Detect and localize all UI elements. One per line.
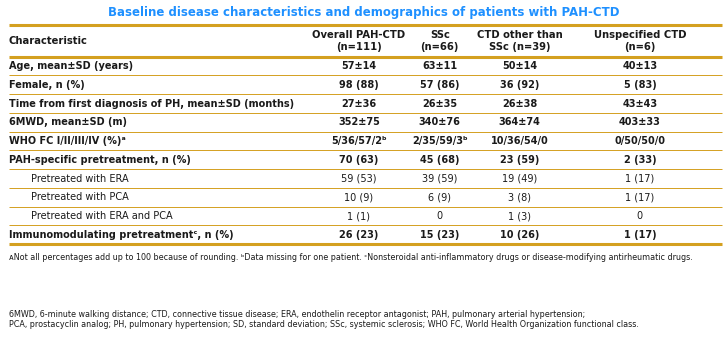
Text: 6MWD, 6-minute walking distance; CTD, connective tissue disease; ERA, endothelin: 6MWD, 6-minute walking distance; CTD, co… — [9, 310, 638, 329]
Text: Pretreated with ERA: Pretreated with ERA — [31, 173, 128, 184]
Text: 10 (9): 10 (9) — [344, 192, 373, 202]
Text: 1 (3): 1 (3) — [508, 211, 531, 221]
Text: 2 (33): 2 (33) — [624, 155, 656, 165]
Text: Pretreated with ERA and PCA: Pretreated with ERA and PCA — [31, 211, 173, 221]
Text: 26 (23): 26 (23) — [339, 230, 379, 240]
Text: 0/50/50/0: 0/50/50/0 — [614, 136, 665, 146]
Text: 63±11: 63±11 — [422, 61, 457, 71]
Text: 50±14: 50±14 — [502, 61, 537, 71]
Text: 1 (17): 1 (17) — [625, 173, 654, 184]
Text: 57±14: 57±14 — [341, 61, 376, 71]
Text: 40±13: 40±13 — [622, 61, 657, 71]
Text: 10 (26): 10 (26) — [500, 230, 539, 240]
Text: 403±33: 403±33 — [619, 117, 661, 127]
Text: 6MWD, mean±SD (m): 6MWD, mean±SD (m) — [9, 117, 127, 127]
Text: ᴀNot all percentages add up to 100 because of rounding. ᵇData missing for one pa: ᴀNot all percentages add up to 100 becau… — [9, 253, 692, 262]
Text: 2/35/59/3ᵇ: 2/35/59/3ᵇ — [412, 136, 467, 146]
Text: SSc
(n=66): SSc (n=66) — [421, 30, 459, 52]
Text: 23 (59): 23 (59) — [500, 155, 539, 165]
Text: 5 (83): 5 (83) — [624, 80, 656, 90]
Text: 352±75: 352±75 — [338, 117, 380, 127]
Text: Immunomodulating pretreatmentᶜ, n (%): Immunomodulating pretreatmentᶜ, n (%) — [9, 230, 234, 240]
Text: 19 (49): 19 (49) — [502, 173, 537, 184]
Text: WHO FC I/II/III/IV (%)ᵃ: WHO FC I/II/III/IV (%)ᵃ — [9, 136, 125, 146]
Text: 5/36/57/2ᵇ: 5/36/57/2ᵇ — [331, 136, 387, 146]
Text: 1 (17): 1 (17) — [625, 192, 654, 202]
Text: 27±36: 27±36 — [341, 98, 376, 109]
Text: Time from first diagnosis of PH, mean±SD (months): Time from first diagnosis of PH, mean±SD… — [9, 98, 294, 109]
Text: 70 (63): 70 (63) — [339, 155, 379, 165]
Text: 45 (68): 45 (68) — [420, 155, 459, 165]
Text: 15 (23): 15 (23) — [420, 230, 459, 240]
Text: CTD other than
SSc (n=39): CTD other than SSc (n=39) — [477, 30, 563, 52]
Text: 26±35: 26±35 — [422, 98, 457, 109]
Text: 340±76: 340±76 — [419, 117, 461, 127]
Text: 43±43: 43±43 — [622, 98, 657, 109]
Text: Baseline disease characteristics and demographics of patients with PAH-CTD: Baseline disease characteristics and dem… — [108, 6, 620, 19]
Text: 59 (53): 59 (53) — [341, 173, 376, 184]
Text: 0: 0 — [437, 211, 443, 221]
Text: 1 (1): 1 (1) — [347, 211, 371, 221]
Text: 6 (9): 6 (9) — [428, 192, 451, 202]
Text: Unspecified CTD
(n=6): Unspecified CTD (n=6) — [593, 30, 687, 52]
Text: 39 (59): 39 (59) — [422, 173, 457, 184]
Text: 98 (88): 98 (88) — [339, 80, 379, 90]
Text: Overall PAH-CTD
(n=111): Overall PAH-CTD (n=111) — [312, 30, 405, 52]
Text: Characteristic: Characteristic — [9, 36, 87, 46]
Text: 3 (8): 3 (8) — [508, 192, 531, 202]
Text: 26±38: 26±38 — [502, 98, 537, 109]
Text: Pretreated with PCA: Pretreated with PCA — [31, 192, 128, 202]
Text: 36 (92): 36 (92) — [500, 80, 539, 90]
Text: PAH-specific pretreatment, n (%): PAH-specific pretreatment, n (%) — [9, 155, 191, 165]
Text: Age, mean±SD (years): Age, mean±SD (years) — [9, 61, 133, 71]
Text: 57 (86): 57 (86) — [420, 80, 459, 90]
Text: 1 (17): 1 (17) — [624, 230, 656, 240]
Text: 10/36/54/0: 10/36/54/0 — [491, 136, 549, 146]
Text: 0: 0 — [637, 211, 643, 221]
Text: 364±74: 364±74 — [499, 117, 541, 127]
Text: Female, n (%): Female, n (%) — [9, 80, 84, 90]
